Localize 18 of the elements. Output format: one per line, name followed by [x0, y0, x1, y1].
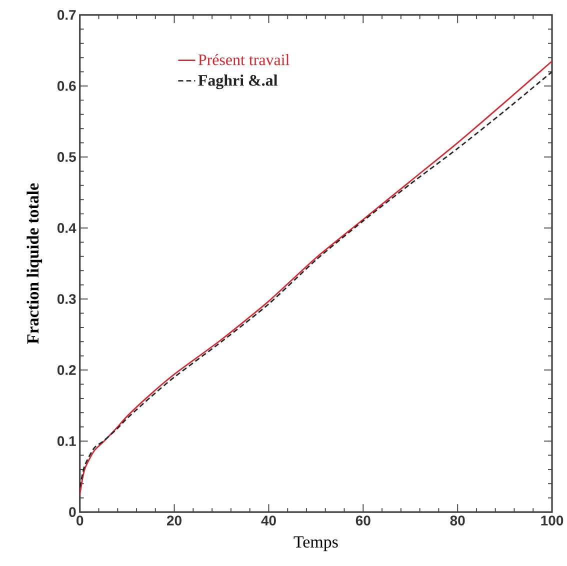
x-tick-label: 20 — [167, 516, 182, 526]
y-tick-label: 0.3 — [57, 294, 76, 304]
x-tick-label: 0 — [76, 516, 84, 526]
legend-label: Présent travail — [198, 54, 290, 66]
x-tick-label: 60 — [356, 516, 370, 526]
y-tick-label: 0 — [69, 507, 76, 518]
y-tick-label: 0.2 — [57, 365, 76, 375]
y-tick-label: 0.1 — [57, 436, 76, 446]
legend-label: Faghri &.al — [198, 74, 278, 90]
y-tick-label: 0.6 — [57, 81, 76, 91]
y-tick-label: 0.4 — [57, 223, 76, 233]
x-axis-title: Temps — [294, 536, 338, 552]
y-tick-label: 0.7 — [57, 10, 76, 20]
x-tick-label: 80 — [450, 516, 465, 526]
x-tick-label: 100 — [541, 516, 564, 526]
y-axis-title: Fraction liquide totale — [26, 183, 42, 344]
y-tick-label: 0.5 — [57, 152, 76, 162]
x-tick-label: 40 — [261, 516, 276, 526]
